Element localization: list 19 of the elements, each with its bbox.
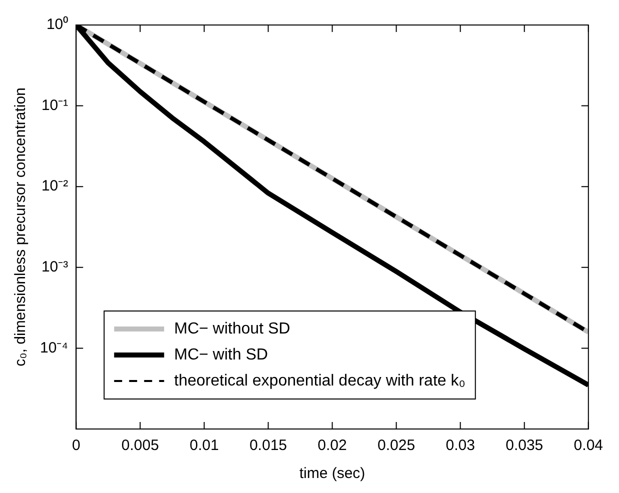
legend-label: MC− with SD <box>174 346 268 364</box>
x-tick-label: 0 <box>72 437 80 454</box>
x-tick-label: 0.005 <box>121 437 159 454</box>
x-axis-title: time (sec) <box>299 465 366 482</box>
legend-label: theoretical exponential decay with rate k₀ <box>174 372 466 390</box>
y-tick-label: 10⁻³ <box>41 258 68 276</box>
y-axis-title: c₀, dimensionless precursor concentration <box>12 88 30 366</box>
x-tick-label: 0.03 <box>446 437 475 454</box>
y-tick-label: 10⁻¹ <box>41 96 68 114</box>
x-tick-label: 0.02 <box>318 437 347 454</box>
x-tick-label: 0.015 <box>249 437 288 454</box>
y-tick-label: 10⁰ <box>46 16 68 34</box>
x-tick-label: 0.035 <box>506 437 544 454</box>
legend-label: MC− without SD <box>174 320 290 338</box>
x-tick-label: 0.025 <box>378 437 416 454</box>
x-tick-label: 0.01 <box>190 437 219 454</box>
y-tick-label: 10⁻² <box>41 178 68 195</box>
y-tick-label: 10⁻⁴ <box>40 339 68 356</box>
x-tick-label: 0.04 <box>574 437 604 454</box>
